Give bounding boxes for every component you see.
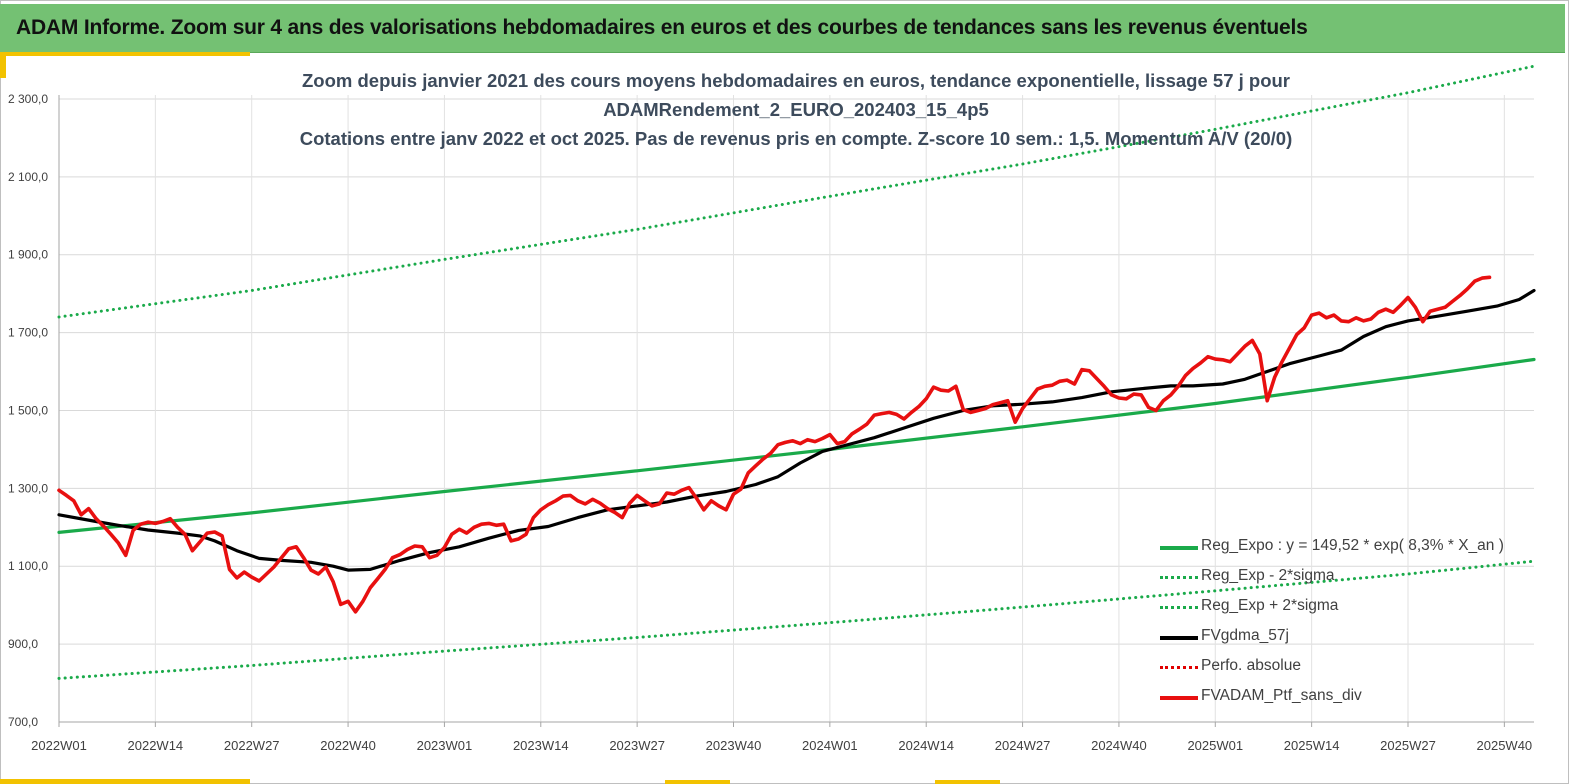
legend-item: Reg_Exp - 2*sigma xyxy=(1158,563,1558,593)
x-tick-label: 2025W27 xyxy=(1380,738,1436,753)
x-tick-label: 2022W01 xyxy=(31,738,87,753)
accent-bar xyxy=(935,780,1000,784)
legend-item: FVADAM_Ptf_sans_div xyxy=(1158,683,1558,713)
chart-title-line-2: ADAMRendement_2_EURO_202403_15_4p5 xyxy=(603,99,989,120)
x-tick-label: 2024W01 xyxy=(802,738,858,753)
banner-title: ADAM Informe. Zoom sur 4 ans des valoris… xyxy=(16,16,1308,39)
y-tick-label: 2 100,0 xyxy=(8,170,48,184)
chart-title-line-1: Zoom depuis janvier 2021 des cours moyen… xyxy=(301,70,1291,91)
legend-item: FVgdma_57j xyxy=(1158,623,1558,653)
legend-swatch-reg-expo xyxy=(1160,546,1198,550)
y-tick-label: 1 900,0 xyxy=(8,248,48,262)
y-tick-label: 1 100,0 xyxy=(8,559,48,573)
series-line-fvadam-ptf-sans-div xyxy=(57,275,1492,614)
y-tick-label: 700,0 xyxy=(8,715,38,729)
y-tick-label: 1 700,0 xyxy=(8,326,48,340)
header-banner: ADAM Informe. Zoom sur 4 ans des valoris… xyxy=(0,4,1565,53)
chart-title-line-3: Cotations entre janv 2022 et oct 2025. P… xyxy=(299,128,1293,149)
series-layer xyxy=(57,64,1536,680)
x-tick-label: 2022W14 xyxy=(128,738,184,753)
accent-bar xyxy=(0,52,250,56)
legend-label: FVADAM_Ptf_sans_div xyxy=(1201,687,1362,704)
legend-swatch-reg-exp-minus xyxy=(1160,576,1198,579)
x-tick-label: 2023W27 xyxy=(609,738,665,753)
legend-label: FVgdma_57j xyxy=(1201,627,1289,644)
axes: 700,0 900,0 1 100,0 1 300,0 1 500,0 1 700,0 1 … xyxy=(8,92,1534,753)
y-tick-label: 2 300,0 xyxy=(8,92,48,106)
accent-bar xyxy=(0,779,250,784)
legend-swatch-fvadam xyxy=(1160,696,1198,700)
x-tick-label: 2025W40 xyxy=(1477,738,1533,753)
series-line-reg-expo-y-149-52-exp-8-3-x-an xyxy=(57,357,1536,534)
x-tick-label: 2023W40 xyxy=(706,738,762,753)
accent-bar xyxy=(665,780,730,784)
y-tick-label: 900,0 xyxy=(8,637,38,651)
x-tick-label: 2024W14 xyxy=(898,738,954,753)
accent-bar xyxy=(0,52,6,78)
y-tick-label: 1 500,0 xyxy=(8,403,48,417)
x-tick-label: 2024W40 xyxy=(1091,738,1147,753)
legend-swatch-reg-exp-plus xyxy=(1160,606,1198,609)
legend-label: Reg_Exp + 2*sigma xyxy=(1201,597,1339,614)
legend-item: Reg_Exp + 2*sigma xyxy=(1158,593,1558,623)
x-tick-label: 2023W14 xyxy=(513,738,569,753)
x-tick-label: 2022W40 xyxy=(320,738,376,753)
legend-label: Reg_Expo : y = 149,52 * exp( 8,3% * X_an… xyxy=(1201,537,1504,554)
x-tick-label: 2024W27 xyxy=(995,738,1051,753)
series-line-reg-exp-2-sigma xyxy=(57,64,1536,319)
y-tick-label: 1 300,0 xyxy=(8,481,48,495)
legend-swatch-perfo xyxy=(1160,666,1198,669)
x-tick-label: 2025W14 xyxy=(1284,738,1340,753)
chart-legend: Reg_Expo : y = 149,52 * exp( 8,3% * X_an… xyxy=(1158,533,1558,713)
series-line-fvgdma-57j xyxy=(57,288,1536,572)
legend-label: Reg_Exp - 2*sigma xyxy=(1201,567,1335,584)
legend-swatch-fvgdma xyxy=(1160,636,1198,640)
x-tick-label: 2025W01 xyxy=(1187,738,1243,753)
x-tick-label: 2022W27 xyxy=(224,738,280,753)
legend-item: Reg_Expo : y = 149,52 * exp( 8,3% * X_an… xyxy=(1158,533,1558,563)
series-line-reg-exp-2-sigma xyxy=(57,559,1536,680)
legend-label: Perfo. absolue xyxy=(1201,657,1301,674)
x-tick-label: 2023W01 xyxy=(417,738,473,753)
legend-item: Perfo. absolue xyxy=(1158,653,1558,683)
